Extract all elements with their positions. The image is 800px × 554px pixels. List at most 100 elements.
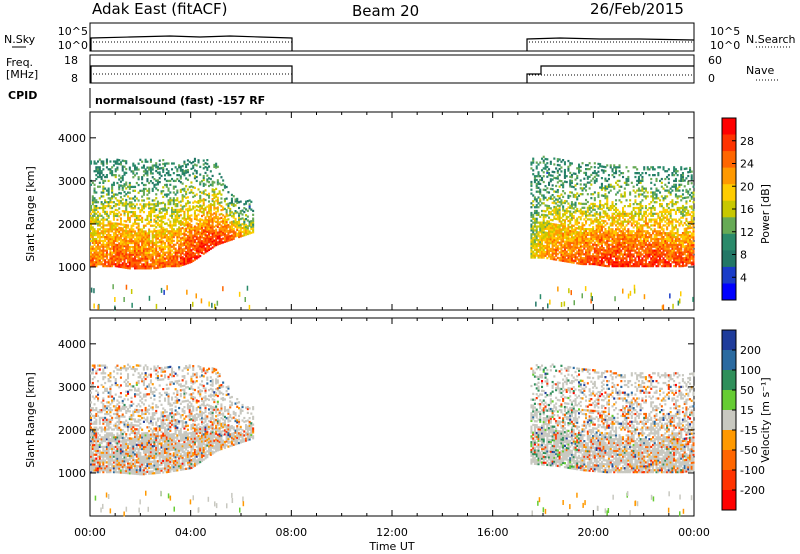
echo-cell [604,237,607,240]
echo-cell [613,175,616,179]
echo-cell [179,260,182,263]
echo-cell [95,245,98,248]
echo-cell [178,216,181,219]
echo-cell [119,248,122,251]
echo-cell [634,199,637,202]
echo-cell [112,226,115,229]
echo-cell [93,234,96,237]
echo-cell [660,265,663,268]
echo-cell [169,255,172,258]
echo-cell [95,168,98,171]
echo-cell [563,211,566,214]
echo-cell [238,235,241,239]
echo-cell [192,242,195,245]
echo-cell [141,257,144,260]
echo-cell [641,236,644,239]
echo-cell [659,166,662,169]
echo-cell [667,249,670,252]
echo-cell [539,250,542,253]
echo-cell [537,180,540,184]
echo-cell [218,213,221,216]
echo-cell [616,226,619,229]
echo-cell [137,232,140,235]
echo-cell [201,199,204,202]
echo-cell [669,249,672,252]
echo-cell [112,193,115,196]
echo-cell [616,179,619,183]
echo-cell [643,195,646,198]
echo-cell [183,218,186,221]
echo-cell [127,210,130,214]
echo-cell [234,221,237,224]
echo-cell [218,236,221,239]
echo-cell [535,182,538,186]
echo-cell [121,167,124,170]
echo-cell [215,216,218,220]
echo-cell [637,189,640,192]
echo-cell [611,203,614,206]
echo-cell [195,237,198,241]
echo-cell [91,259,94,262]
echo-cell [185,227,188,230]
echo-cell [151,209,154,212]
echo-cell [546,220,549,223]
echo-cell [535,227,538,230]
echo-cell [153,251,156,254]
echo-cell [97,253,100,256]
echo-cell [620,222,623,225]
echo-cell [634,259,637,262]
echo-cell [664,237,667,241]
echo-cell [563,242,566,245]
echo-cell [246,219,249,222]
echo-cell [201,205,204,208]
echo-cell [632,226,635,229]
echo-cell [141,189,144,192]
echo-cell [218,172,221,176]
echo-cell [165,255,168,258]
echo-cell [188,255,191,258]
echo-cell [137,238,140,241]
echo-cell [209,208,212,212]
echo-cell [193,206,196,209]
echo-cell [144,259,147,262]
echo-cell [169,247,172,250]
echo-cell [646,263,649,266]
echo-cell [671,237,674,241]
echo-cell [132,261,135,264]
echo-cell [229,221,232,224]
echo-cell [542,196,545,199]
echo-cell [641,193,644,196]
echo-cell [141,176,144,179]
echo-cell [93,199,96,202]
echo-cell [671,224,674,227]
echo-cell [537,221,540,224]
echo-cell [112,263,115,266]
echo-cell [193,163,196,166]
echo-cell [585,260,588,264]
echo-cell [555,190,558,193]
echo-cell [239,217,242,221]
echo-cell [639,239,642,243]
echo-cell [639,181,642,184]
echo-cell [660,243,663,246]
echo-cell [551,170,554,173]
echo-cell [588,204,591,208]
echo-cell [613,253,616,256]
echo-cell [548,224,551,227]
echo-cell [669,214,672,217]
echo-cell [169,179,172,183]
echo-cell [569,175,572,178]
echo-cell [252,223,255,226]
echo-cell [160,207,163,211]
echo-cell [176,259,179,262]
echo-cell [659,216,662,219]
echo-cell [639,201,642,204]
echo-cell [632,236,635,239]
echo-cell [667,251,670,254]
echo-cell [588,257,591,260]
echo-cell [650,208,653,212]
echo-cell [178,222,181,225]
echo-cell [102,259,105,262]
echo-cell [215,162,218,165]
echo-cell [160,211,163,214]
